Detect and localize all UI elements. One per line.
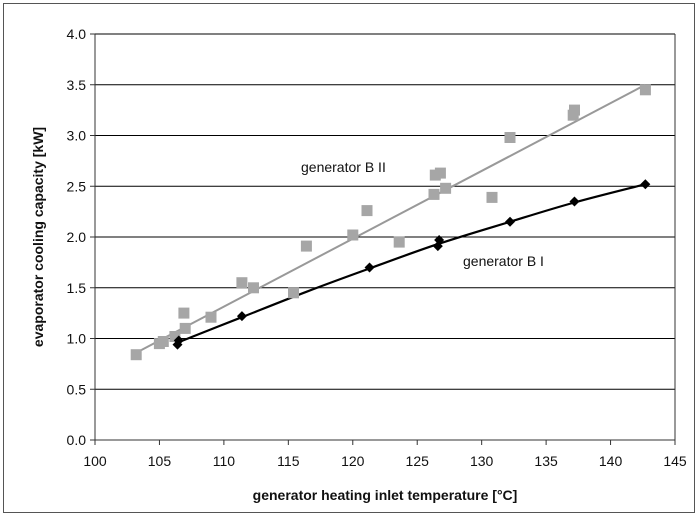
x-tick-label-1: 105 bbox=[148, 453, 172, 469]
x-tick-label-5: 125 bbox=[406, 453, 430, 469]
axis-layer bbox=[90, 33, 676, 445]
series-label-generator-b-ii: generator B II bbox=[301, 159, 386, 175]
marker-generator-b-ii-3 bbox=[169, 331, 181, 342]
marker-generator-b-ii-5 bbox=[178, 307, 190, 319]
y-tick-label-4: 2.0 bbox=[67, 229, 87, 245]
x-tick-label-4: 120 bbox=[341, 453, 365, 469]
marker-generator-b-ii-21 bbox=[569, 104, 580, 116]
marker-generator-b-ii-13 bbox=[393, 236, 405, 248]
marker-generator-b-ii-11 bbox=[347, 229, 359, 241]
label-layer: 0.0 0.5 1.0 1.5 2.0 2.5 3.0 3.5 4.0 100 105 110 115 1… bbox=[67, 26, 687, 469]
marker-generator-b-ii-12 bbox=[361, 205, 373, 217]
y-tick-label-2: 1.0 bbox=[67, 331, 87, 347]
x-tick-label-7: 135 bbox=[534, 453, 558, 469]
y-tick-label-8: 4.0 bbox=[67, 26, 87, 42]
y-axis-title: evaporator cooling capacity [kW] bbox=[30, 127, 46, 347]
marker-generator-b-i-7 bbox=[569, 196, 580, 207]
y-tick-label-7: 3.5 bbox=[67, 77, 87, 93]
marker-generator-b-ii-4 bbox=[179, 322, 191, 334]
y-tick-label-5: 2.5 bbox=[67, 178, 87, 194]
marker-generator-b-ii-2 bbox=[157, 336, 169, 347]
y-tick-label-1: 0.5 bbox=[67, 381, 87, 397]
marker-generator-b-i-2 bbox=[236, 311, 247, 322]
chart-frame bbox=[3, 3, 695, 513]
marker-generator-b-ii-17 bbox=[440, 182, 452, 194]
y-tick-label-0: 0.0 bbox=[67, 432, 87, 448]
marker-generator-b-ii-22 bbox=[639, 84, 651, 96]
marker-generator-b-ii-7 bbox=[236, 277, 248, 289]
x-tick-label-9: 145 bbox=[663, 453, 687, 469]
marker-generator-b-i-1 bbox=[173, 335, 184, 346]
marker-generator-b-i-3 bbox=[364, 262, 375, 273]
marker-generator-b-i-8 bbox=[640, 179, 651, 190]
marker-layer bbox=[130, 84, 651, 361]
series-label-generator-b-i: generator B I bbox=[463, 253, 544, 269]
marker-generator-b-ii-8 bbox=[248, 282, 259, 294]
marker-generator-b-ii-14 bbox=[428, 188, 440, 200]
x-axis-title: generator heating inlet temperature [°C] bbox=[253, 487, 518, 503]
marker-generator-b-ii-0 bbox=[130, 349, 142, 361]
marker-generator-b-ii-18 bbox=[486, 191, 498, 203]
marker-generator-b-ii-10 bbox=[300, 240, 312, 252]
x-tick-label-6: 130 bbox=[470, 453, 494, 469]
marker-generator-b-i-5 bbox=[434, 235, 445, 246]
trendline-layer bbox=[135, 83, 646, 354]
y-tick-label-3: 1.5 bbox=[67, 280, 87, 296]
marker-generator-b-i-6 bbox=[505, 216, 516, 227]
marker-generator-b-ii-19 bbox=[504, 132, 516, 143]
trendline-generator-b-ii bbox=[135, 83, 646, 354]
x-tick-label-2: 110 bbox=[213, 453, 236, 469]
y-tick-label-6: 3.0 bbox=[67, 128, 87, 144]
x-tick-label-0: 100 bbox=[83, 453, 107, 469]
trendline-generator-b-i bbox=[177, 183, 646, 344]
marker-generator-b-ii-6 bbox=[205, 311, 217, 323]
x-tick-label-3: 115 bbox=[277, 453, 300, 469]
grid-layer bbox=[95, 33, 675, 441]
marker-generator-b-ii-9 bbox=[288, 287, 299, 299]
x-tick-label-8: 140 bbox=[599, 453, 623, 469]
marker-generator-b-ii-16 bbox=[434, 167, 446, 179]
